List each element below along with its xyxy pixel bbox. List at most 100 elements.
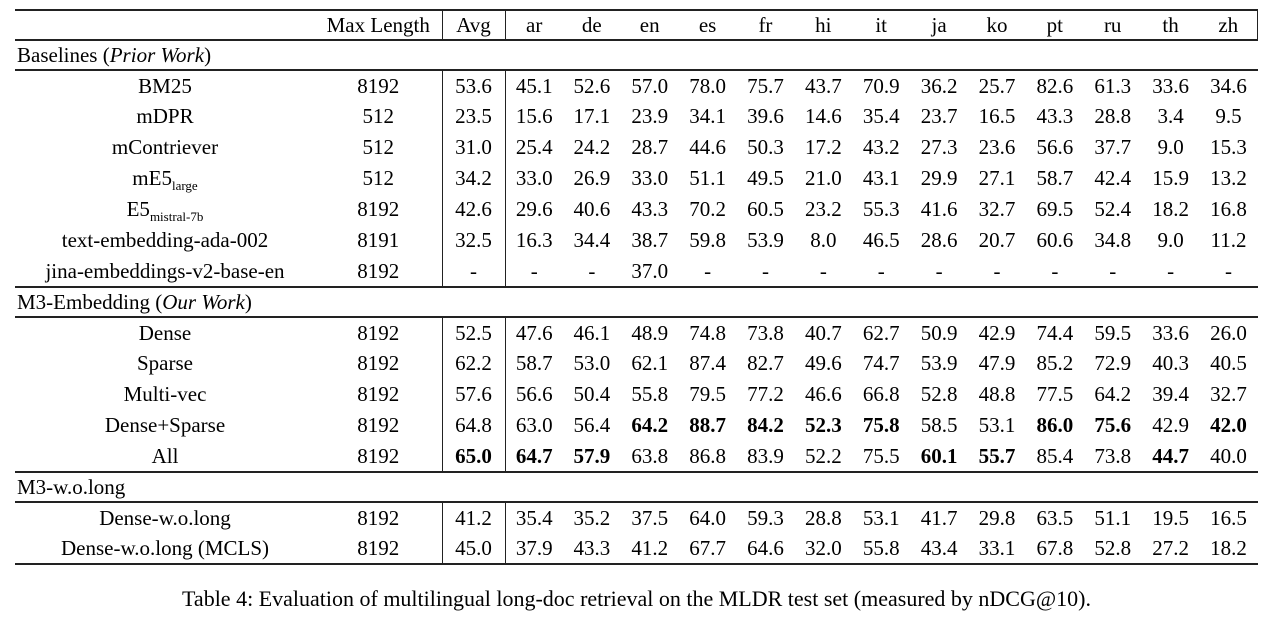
score-cell: 62.7	[862, 320, 900, 345]
table-body: Baselines (Prior Work) BM25 8192 53.6 45.1 52…	[15, 40, 1258, 564]
score-cell: 74.7	[862, 351, 900, 375]
avg-score-cell: 52.5	[442, 317, 506, 348]
score-cell: 19.5	[1152, 505, 1189, 530]
score-cell: 53.1	[862, 505, 900, 530]
score-cell: 20.7	[978, 228, 1016, 252]
section-header-suffix: )	[204, 42, 212, 67]
avg-score-cell: 23.5	[442, 101, 506, 132]
score-cell: 16.5	[978, 104, 1016, 128]
score-cell: 29.8	[978, 505, 1016, 530]
score-cell: 77.5	[1036, 382, 1074, 406]
score-cell: 67.7	[689, 535, 726, 560]
model-name: text-embedding-ada-002	[61, 228, 269, 252]
section-header-row: M3-w.o.long	[15, 472, 1258, 502]
score-cell: 42.4	[1094, 166, 1132, 190]
table-row: Multi-vec 8192 57.6 56.6 50.4 55.8 79.5 77.2 46.…	[15, 379, 1258, 410]
score-cell: 57.0	[631, 73, 669, 98]
column-header-model	[15, 10, 315, 40]
model-name: Dense-w.o.long (MCLS)	[60, 535, 270, 560]
score-cell: 63.0	[515, 413, 553, 437]
score-cell: 29.9	[920, 166, 958, 190]
column-header-ru: ru	[1103, 12, 1122, 37]
score-cell: 15.3	[1210, 135, 1247, 159]
score-cell: 40.5	[1210, 351, 1247, 375]
score-cell: 43.7	[804, 73, 842, 98]
score-cell: 27.3	[920, 135, 958, 159]
column-header-de: de	[581, 12, 602, 37]
score-cell: 55.7	[978, 443, 1016, 468]
avg-score-cell: -	[442, 256, 506, 287]
model-label-cell: jina-embeddings-v2-base-en	[15, 256, 315, 287]
score-cell: 21.0	[804, 166, 842, 190]
model-name: E5	[126, 197, 150, 221]
score-cell: 13.2	[1210, 166, 1247, 190]
score-cell: -	[993, 258, 1001, 283]
score-cell: 58.7	[1036, 166, 1074, 190]
score-cell: 52.2	[804, 443, 842, 468]
column-header-ko: ko	[986, 12, 1008, 37]
score-cell: -	[1109, 258, 1117, 283]
model-name-subscript: large	[171, 178, 198, 194]
column-header-it: it	[875, 12, 888, 37]
section-header: Baselines (Prior Work)	[15, 40, 1258, 70]
score-cell: 16.8	[1210, 197, 1247, 221]
results-table: Max Length Avg ar de en es fr hi it ja ko pt ru th zh …	[15, 9, 1258, 565]
score-cell: 14.6	[804, 104, 842, 128]
score-cell: 37.5	[631, 505, 669, 530]
score-cell: 77.2	[747, 382, 784, 406]
score-cell: 42.0	[1210, 413, 1247, 437]
score-cell: 48.9	[631, 320, 669, 345]
score-cell: 63.5	[1036, 505, 1074, 530]
table-row: mE5large 512 34.2 33.0 26.9 33.0 51.1 49.5 21.0 4…	[15, 163, 1258, 194]
score-cell: 72.9	[1094, 351, 1132, 375]
score-cell: 41.7	[920, 505, 958, 530]
score-cell: 56.6	[1036, 135, 1074, 159]
model-label-cell: text-embedding-ada-002	[15, 225, 315, 256]
column-header-ar: ar	[526, 12, 543, 37]
score-cell: 47.6	[515, 320, 553, 345]
score-cell: 42.9	[978, 320, 1016, 345]
model-label-cell: mContriever	[15, 132, 315, 163]
table-caption: Table 4: Evaluation of multilingual long…	[182, 586, 1091, 611]
score-cell: 43.3	[631, 197, 669, 221]
score-cell: 55.8	[862, 535, 900, 560]
score-cell: 53.9	[920, 351, 958, 375]
model-label-cell: Dense+Sparse	[15, 410, 315, 441]
score-cell: 28.7	[631, 135, 669, 159]
score-cell: 73.8	[747, 320, 784, 345]
score-cell: 57.9	[573, 443, 611, 468]
score-cell: 49.6	[804, 351, 842, 375]
avg-score-cell: 65.0	[442, 441, 506, 472]
model-label-cell: All	[15, 441, 315, 472]
score-cell: 84.2	[747, 413, 784, 437]
score-cell: 16.5	[1210, 505, 1247, 530]
score-cell: 35.4	[515, 505, 553, 530]
score-cell: 56.4	[573, 413, 611, 437]
score-cell: 75.7	[747, 73, 784, 98]
score-cell: 32.7	[978, 197, 1016, 221]
section-header: M3-Embedding (Our Work)	[15, 287, 1258, 317]
score-cell: 66.8	[862, 382, 900, 406]
model-label-cell: mDPR	[15, 101, 315, 132]
avg-score-cell: 34.2	[442, 163, 506, 194]
model-name: BM25	[138, 73, 192, 98]
max-length-cell: 8192	[315, 379, 443, 410]
table-row: mContriever 512 31.0 25.4 24.2 28.7 44.6 50.3 17…	[15, 132, 1258, 163]
score-cell: 23.7	[920, 104, 958, 128]
score-cell: 64.6	[747, 535, 784, 560]
section-header-italic: Our Work	[162, 289, 245, 314]
score-cell: 26.0	[1210, 320, 1247, 345]
score-cell: 74.8	[689, 320, 726, 345]
score-cell: 82.6	[1036, 73, 1074, 98]
score-cell: 43.3	[573, 535, 611, 560]
score-cell: 64.2	[631, 413, 669, 437]
score-cell: 63.8	[631, 443, 669, 468]
score-cell: 53.9	[747, 228, 784, 252]
score-cell: 33.0	[515, 166, 553, 190]
score-cell: 58.7	[515, 351, 553, 375]
score-cell: 33.6	[1152, 320, 1189, 345]
max-length-cell: 8192	[315, 70, 443, 101]
score-cell: 9.0	[1157, 228, 1184, 252]
score-cell: 24.2	[573, 135, 611, 159]
score-cell: 40.0	[1210, 443, 1247, 468]
